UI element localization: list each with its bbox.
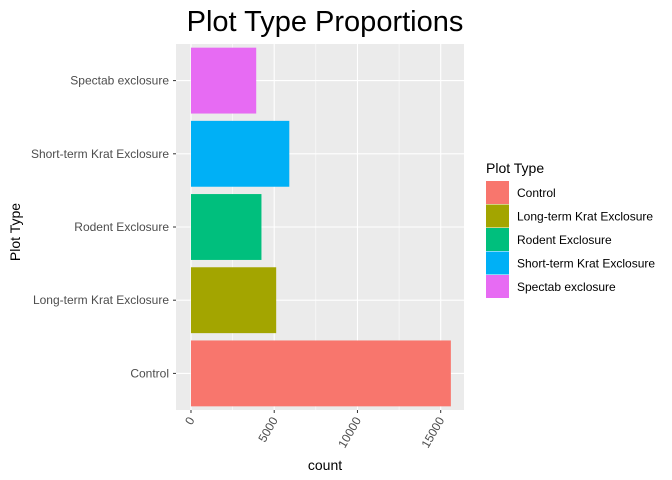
bars — [190, 47, 451, 407]
y-axis: Control Long-term Krat Exclosure Rodent Ex… — [31, 74, 176, 380]
legend-key — [486, 275, 509, 298]
x-axis-title: count — [308, 457, 342, 473]
y-tick-label: Spectab exclosure — [70, 74, 169, 88]
legend: Plot Type Control Long-term Krat Exclosur… — [486, 160, 655, 298]
chart-title: Plot Type Proportions — [187, 6, 464, 38]
legend-label: Rodent Exclosure — [517, 233, 612, 247]
y-axis-title: Plot Type — [7, 203, 23, 261]
legend-key — [486, 204, 509, 228]
bar-1 — [190, 340, 451, 407]
legend-key — [486, 228, 509, 251]
legend-title: Plot Type — [486, 160, 544, 176]
legend-key — [486, 251, 509, 275]
legend-label: Short-term Krat Exclosure — [517, 257, 655, 271]
bar-3 — [190, 194, 262, 260]
legend-label: Control — [517, 186, 556, 200]
bar-4 — [190, 120, 290, 187]
y-tick-label: Rodent Exclosure — [74, 220, 169, 234]
bar-5 — [190, 47, 257, 114]
y-tick-label: Control — [130, 366, 169, 380]
legend-label: Spectab exclosure — [517, 280, 616, 294]
y-tick-label: Short-term Krat Exclosure — [31, 147, 169, 161]
y-tick-label: Long-term Krat Exclosure — [33, 293, 169, 307]
legend-label: Long-term Krat Exclosure — [517, 210, 653, 224]
bar-2 — [190, 267, 277, 334]
legend-key — [486, 181, 509, 204]
